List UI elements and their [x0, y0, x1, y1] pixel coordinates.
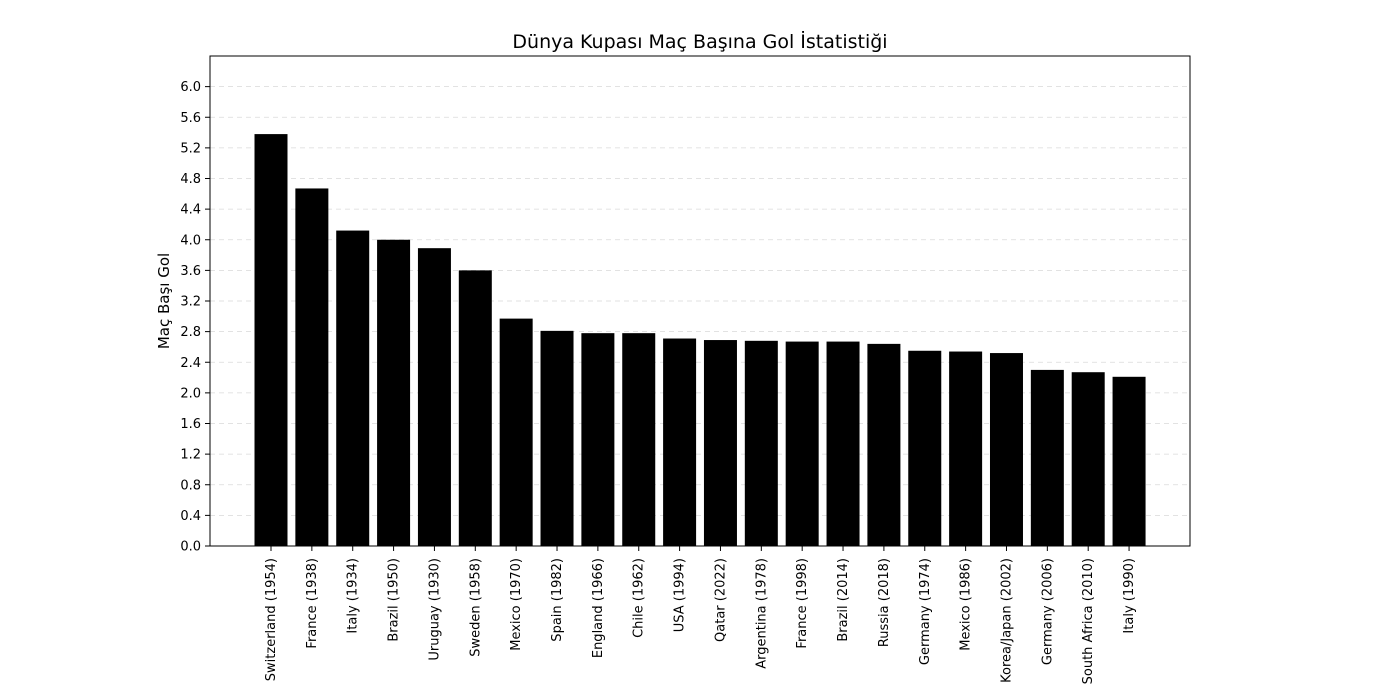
y-tick-label: 3.6 [180, 264, 201, 279]
y-tick-label: 4.8 [180, 172, 201, 187]
bar [908, 350, 942, 546]
bar [458, 270, 492, 546]
y-tick-label: 0.8 [180, 478, 201, 493]
x-tick-label: South Africa (2010) [1081, 558, 1096, 684]
bar [581, 333, 615, 546]
y-tick-label: 0.4 [180, 509, 201, 524]
y-tick-label: 0.0 [180, 540, 201, 555]
bar [867, 343, 901, 546]
y-tick-label: 1.6 [180, 417, 201, 432]
x-tick-label: Italy (1990) [1122, 558, 1137, 634]
y-tick-label: 4.4 [180, 203, 201, 218]
x-axis-ticks: Switzerland (1954) France (1938) Italy (19… [264, 546, 1137, 684]
x-tick-label: Mexico (1970) [509, 558, 524, 651]
x-tick-label: Argentina (1978) [754, 558, 769, 669]
chart-title: Dünya Kupası Maç Başına Gol İstatistiği [512, 30, 887, 53]
y-tick-label: 6.0 [180, 80, 201, 95]
bar [663, 338, 697, 546]
bar [540, 330, 574, 546]
bar [295, 188, 329, 546]
x-tick-label: Korea/Japan (2002) [999, 558, 1014, 683]
x-tick-label: Germany (2006) [1040, 558, 1055, 665]
y-axis-ticks: 0.0 0.4 0.8 1.2 1.6 2.0 2.4 2.8 3.2 3.6 4.0 4.4 4.8 5… [180, 80, 210, 555]
x-tick-label: Switzerland (1954) [264, 558, 279, 681]
bar [826, 341, 860, 546]
x-tick-label: Chile (1962) [632, 558, 647, 638]
y-tick-label: 3.2 [180, 295, 201, 310]
bars [254, 134, 1146, 546]
y-tick-label: 2.0 [180, 386, 201, 401]
x-tick-label: France (1998) [795, 558, 810, 649]
x-tick-label: USA (1994) [673, 558, 688, 632]
bar [785, 341, 819, 546]
x-tick-label: Italy (1934) [346, 558, 361, 634]
bar [949, 351, 983, 546]
bar [1071, 372, 1105, 546]
bar [377, 239, 411, 546]
x-tick-label: Brazil (1950) [387, 558, 402, 642]
bar [1112, 376, 1146, 546]
y-axis-label: Maç Başı Gol [155, 253, 173, 349]
y-tick-label: 2.8 [180, 325, 201, 340]
bar [703, 340, 737, 546]
x-tick-label: Spain (1982) [550, 558, 565, 642]
bar [254, 134, 288, 546]
x-tick-label: France (1938) [305, 558, 320, 649]
x-tick-label: Germany (1974) [918, 558, 933, 665]
y-tick-label: 5.2 [180, 141, 201, 156]
bar [499, 318, 533, 546]
y-tick-label: 1.2 [180, 448, 201, 463]
bar [417, 248, 451, 546]
bar [1030, 369, 1064, 546]
bar [336, 230, 370, 546]
bar [744, 340, 778, 546]
bar [989, 353, 1023, 546]
x-tick-label: Mexico (1986) [959, 558, 974, 651]
x-tick-label: Qatar (2022) [713, 558, 728, 642]
x-tick-label: England (1966) [591, 558, 606, 658]
x-tick-label: Brazil (2014) [836, 558, 851, 642]
x-tick-label: Sweden (1958) [468, 558, 483, 657]
y-tick-label: 5.6 [180, 111, 201, 126]
grid-lines [210, 86, 1190, 516]
x-tick-label: Russia (2018) [877, 558, 892, 647]
y-tick-label: 4.0 [180, 233, 201, 248]
x-tick-label: Uruguay (1930) [427, 558, 442, 661]
bar [622, 333, 656, 546]
y-tick-label: 2.4 [180, 356, 201, 371]
